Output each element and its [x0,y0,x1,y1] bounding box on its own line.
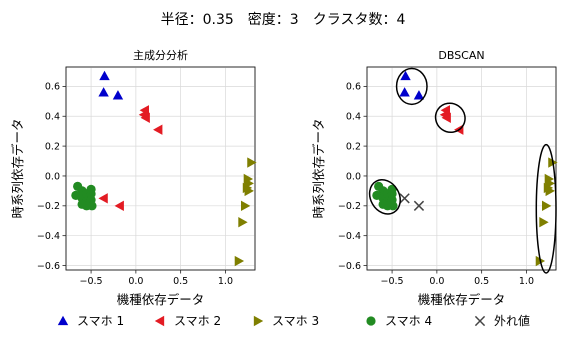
y-tick-label: 0.4 [346,112,361,123]
axes-frame [366,66,557,271]
x-axis-label: 機種依存データ [418,292,506,307]
legend-item: スマホ 1 [57,314,124,328]
data-point-triangle-right [539,217,549,228]
cluster-ellipse [395,67,428,106]
data-point-triangle-right [240,200,251,212]
data-point-triangle-up [413,90,425,100]
data-point-circle [86,184,96,194]
data-point-triangle-left [114,200,124,212]
triangle-left-icon [154,315,165,327]
data-point-triangle-right [247,157,257,168]
data-point-triangle-left [140,112,150,123]
x-tick-label: 0.0 [128,276,143,287]
legend-label: スマホ 3 [272,314,319,328]
subplot-1: −0.5 0.0 0.5 1.0 −0.6 −0.4 −0.2 0.0 0.2 0.4 0.6 主成分… [10,48,257,307]
data-point-circle [77,199,87,209]
legend-label: 外れ値 [494,313,530,328]
legend-label: スマホ 2 [174,314,221,328]
x-tick-label: 0.5 [173,276,188,287]
cluster-ellipse [535,143,557,274]
legend-label: スマホ 4 [385,314,432,328]
y-tick-label: 0.2 [45,141,60,152]
y-tick-label: −0.4 [338,231,361,242]
y-tick-label: 0.6 [346,82,361,93]
figure-title: 半径：0.35 密度：3 クラスタ数：4 [161,11,406,28]
outlier-point [399,193,410,204]
triangle-up-icon [57,315,69,326]
axes-frame [65,66,256,271]
data-point-triangle-up [112,90,124,100]
x-axis-label: 機種依存データ [117,292,205,307]
cluster-ellipse [368,179,401,215]
data-point-triangle-up [98,87,109,97]
data-point-triangle-up [399,87,410,97]
data-point-triangle-right [234,255,245,267]
data-point-triangle-left [98,193,108,204]
x-icon [474,315,486,327]
x-tick-label: 0.0 [429,276,444,287]
x-tick-label: 0.5 [474,276,489,287]
x-tick-label: 1.0 [218,276,233,287]
x-tick-label: 1.0 [519,276,534,287]
x-tick-label: −0.5 [80,276,103,287]
y-tick-label: −0.4 [37,231,60,242]
legend-item: 外れ値 [474,313,530,328]
data-point-circle [387,184,397,194]
triangle-right-icon [253,315,264,327]
y-tick-label: −0.2 [338,201,361,212]
y-tick-label: 0.2 [346,141,361,152]
subplot-title: DBSCAN [438,49,484,62]
circle-icon [366,316,376,326]
legend-item: スマホ 3 [253,314,319,328]
data-point-triangle-left [441,112,451,123]
subplot-title: 主成分分析 [133,48,188,62]
data-point-triangle-right [244,185,254,197]
data-point-triangle-up [400,70,411,81]
data-point-triangle-right [541,200,552,212]
legend-label: スマホ 1 [77,314,124,328]
data-point-triangle-left [153,124,163,135]
legend: スマホ 1 スマホ 2 スマホ 3 スマホ 4 外れ値 [57,313,530,328]
data-point-triangle-right [545,185,555,197]
y-tick-label: 0.6 [45,82,60,93]
y-axis-label: 時系列依存データ [10,118,25,218]
legend-item: スマホ 4 [366,314,432,328]
y-tick-label: 0.0 [45,171,60,182]
y-axis-label: 時系列依存データ [311,118,326,218]
x-tick-label: −0.5 [381,276,404,287]
data-point-triangle-right [238,217,248,228]
data-point-triangle-up [99,70,110,81]
plot-area [65,66,256,271]
subplot-2: −0.5 0.0 0.5 1.0 −0.6 −0.4 −0.2 0.0 0.2 0.4 0.6 DBS… [311,49,558,307]
outlier-point [413,200,425,211]
y-tick-label: 0.4 [45,112,60,123]
cluster-ellipse [434,102,466,134]
data-point-circle [378,199,388,209]
y-tick-label: 0.0 [346,171,361,182]
plot-area [366,66,557,271]
y-tick-label: −0.6 [37,261,60,272]
y-tick-label: −0.2 [37,201,60,212]
y-tick-label: −0.6 [338,261,361,272]
legend-item: スマホ 2 [154,314,221,328]
